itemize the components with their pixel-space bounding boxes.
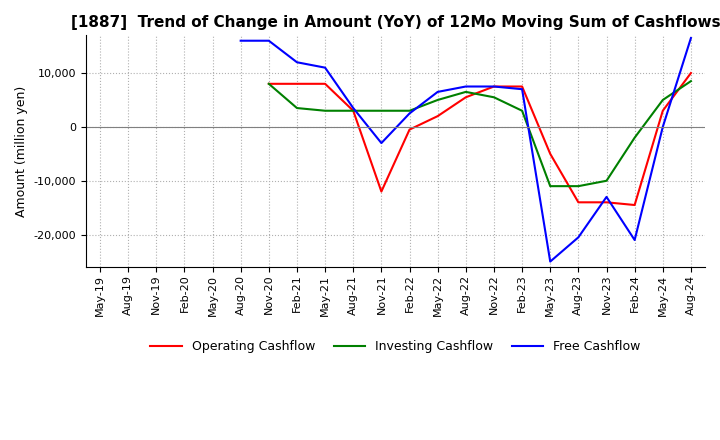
Investing Cashflow: [546, 183, 554, 189]
Operating Cashflow: [462, 95, 470, 100]
Free Cashflow: [433, 89, 442, 95]
Operating Cashflow: [687, 70, 696, 76]
Operating Cashflow: [349, 108, 358, 114]
Investing Cashflow: [630, 135, 639, 140]
Title: [1887]  Trend of Change in Amount (YoY) of 12Mo Moving Sum of Cashflows: [1887] Trend of Change in Amount (YoY) o…: [71, 15, 720, 30]
Investing Cashflow: [405, 108, 414, 114]
Free Cashflow: [349, 106, 358, 111]
Investing Cashflow: [602, 178, 611, 183]
Operating Cashflow: [574, 200, 582, 205]
Line: Operating Cashflow: Operating Cashflow: [269, 73, 691, 205]
Operating Cashflow: [433, 114, 442, 119]
Free Cashflow: [518, 87, 526, 92]
Investing Cashflow: [659, 97, 667, 103]
Operating Cashflow: [602, 200, 611, 205]
Free Cashflow: [264, 38, 273, 44]
Line: Free Cashflow: Free Cashflow: [240, 38, 691, 261]
Operating Cashflow: [546, 151, 554, 157]
Investing Cashflow: [292, 106, 301, 111]
Free Cashflow: [546, 259, 554, 264]
Free Cashflow: [377, 140, 386, 146]
Investing Cashflow: [490, 95, 498, 100]
Investing Cashflow: [321, 108, 330, 114]
Free Cashflow: [659, 124, 667, 129]
Line: Investing Cashflow: Investing Cashflow: [269, 81, 691, 186]
Free Cashflow: [602, 194, 611, 200]
Free Cashflow: [490, 84, 498, 89]
Free Cashflow: [236, 38, 245, 44]
Investing Cashflow: [264, 81, 273, 86]
Free Cashflow: [630, 238, 639, 243]
Free Cashflow: [574, 235, 582, 240]
Operating Cashflow: [377, 189, 386, 194]
Free Cashflow: [462, 84, 470, 89]
Operating Cashflow: [630, 202, 639, 208]
Operating Cashflow: [490, 84, 498, 89]
Operating Cashflow: [292, 81, 301, 86]
Operating Cashflow: [321, 81, 330, 86]
Free Cashflow: [405, 111, 414, 116]
Free Cashflow: [321, 65, 330, 70]
Y-axis label: Amount (million yen): Amount (million yen): [15, 85, 28, 217]
Operating Cashflow: [659, 108, 667, 114]
Investing Cashflow: [574, 183, 582, 189]
Free Cashflow: [292, 60, 301, 65]
Operating Cashflow: [264, 81, 273, 86]
Operating Cashflow: [518, 84, 526, 89]
Legend: Operating Cashflow, Investing Cashflow, Free Cashflow: Operating Cashflow, Investing Cashflow, …: [145, 335, 646, 358]
Investing Cashflow: [518, 108, 526, 114]
Investing Cashflow: [462, 89, 470, 95]
Free Cashflow: [687, 35, 696, 40]
Investing Cashflow: [377, 108, 386, 114]
Investing Cashflow: [349, 108, 358, 114]
Investing Cashflow: [687, 78, 696, 84]
Investing Cashflow: [433, 97, 442, 103]
Operating Cashflow: [405, 127, 414, 132]
